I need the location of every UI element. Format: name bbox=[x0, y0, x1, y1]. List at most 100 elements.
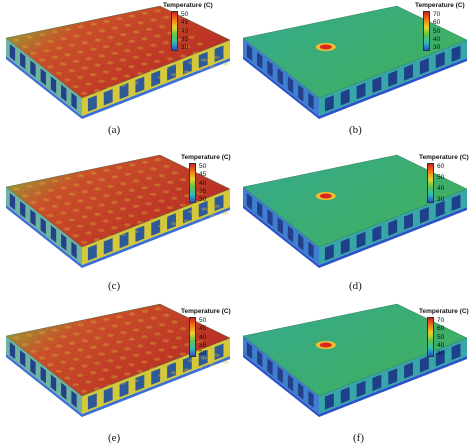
surface-spot-c bbox=[124, 172, 131, 176]
fin-gap-c bbox=[87, 244, 97, 261]
surface-spot-e bbox=[76, 373, 84, 377]
surface-spot-c bbox=[119, 207, 127, 211]
colorbar-e bbox=[189, 317, 196, 357]
surface-spot-e bbox=[77, 323, 85, 327]
fin-gap-left-d bbox=[257, 201, 263, 219]
surface-spot-a bbox=[115, 42, 123, 46]
surface-spot-e bbox=[13, 336, 20, 340]
fin-gap-left-c bbox=[9, 193, 16, 211]
heat-sink-plot-a bbox=[5, 5, 231, 119]
fin-gap-left-f bbox=[246, 342, 253, 360]
surface-spot-a bbox=[72, 85, 80, 89]
surface-spot-e bbox=[128, 337, 135, 341]
caption-a: (a) bbox=[108, 124, 121, 136]
legend-tick-e-3: 35 bbox=[199, 341, 207, 349]
fin-gap-c bbox=[103, 237, 113, 255]
surface-spot-a bbox=[64, 78, 71, 82]
surface-spot-e bbox=[34, 340, 42, 344]
colorbar-a bbox=[171, 11, 178, 51]
surface-spot-a bbox=[102, 70, 110, 74]
fin-gap-left-c bbox=[40, 217, 46, 235]
surface-spot-e bbox=[196, 340, 204, 344]
surface-spot-c bbox=[115, 191, 123, 195]
fin-gap-b bbox=[419, 57, 429, 75]
surface-spot-c bbox=[222, 211, 229, 215]
legend-tick-e-0: 50 bbox=[199, 317, 207, 324]
fin-gap-left-e bbox=[50, 374, 57, 392]
surface-spot-a bbox=[192, 51, 199, 55]
surface-spot-a bbox=[132, 55, 140, 59]
surface-spot-a bbox=[115, 67, 122, 71]
surface-spot-a bbox=[51, 30, 59, 34]
colorbar-b bbox=[423, 11, 430, 51]
surface-spot-e bbox=[153, 357, 161, 361]
surface-spot-a bbox=[162, 41, 170, 45]
fin-gap-b bbox=[340, 88, 350, 106]
surface-spot-c bbox=[137, 170, 144, 174]
surface-spot-c bbox=[106, 235, 114, 239]
surface-spot-c bbox=[166, 206, 174, 210]
fin-gap-f bbox=[435, 349, 445, 367]
surface-spot-e bbox=[81, 389, 88, 393]
surface-spot-e bbox=[166, 355, 174, 359]
surface-spot-e bbox=[43, 347, 50, 351]
surface-spot-c bbox=[145, 227, 152, 231]
surface-spot-a bbox=[123, 74, 131, 78]
surface-spot-a bbox=[119, 58, 127, 62]
surface-spot-e bbox=[72, 357, 80, 361]
surface-spot-c bbox=[162, 190, 170, 194]
surface-spot-a bbox=[137, 21, 144, 25]
surface-spot-c bbox=[94, 187, 101, 191]
legend-tick-a-0: 50 bbox=[181, 11, 189, 18]
surface-spot-c bbox=[154, 158, 161, 162]
fin-gap-left-b bbox=[298, 84, 304, 102]
top-surface-d bbox=[242, 154, 468, 248]
surface-spot-a bbox=[149, 69, 156, 73]
surface-spot-a bbox=[200, 58, 208, 62]
fin-gap-f bbox=[404, 362, 413, 379]
surface-spot-e bbox=[77, 348, 84, 352]
surface-spot-a bbox=[103, 19, 110, 23]
surface-spot-e bbox=[123, 372, 131, 376]
fin-gap-d bbox=[435, 200, 445, 218]
surface-spot-c bbox=[102, 219, 110, 223]
surface-spot-c bbox=[171, 196, 178, 200]
legend-title-b: Temperature (C) bbox=[415, 2, 465, 9]
surface-spot-c bbox=[196, 191, 204, 195]
surface-spot-c bbox=[167, 180, 174, 184]
fin-gap-c bbox=[167, 213, 176, 230]
surface-spot-a bbox=[47, 39, 54, 43]
legend-tick-b-0: 70 bbox=[433, 11, 441, 18]
surface-spot-a bbox=[124, 23, 131, 27]
fin-gap-a bbox=[135, 76, 145, 94]
surface-spot-a bbox=[107, 61, 114, 65]
surface-spot-e bbox=[222, 360, 229, 364]
surface-spot-e bbox=[162, 364, 169, 368]
surface-spot-c bbox=[81, 240, 88, 244]
fin-gap-left-c bbox=[30, 209, 36, 227]
panel-a: Temperature (C) 50 45 40 35 30 (a) bbox=[0, 0, 237, 149]
surface-spot-a bbox=[38, 58, 46, 62]
surface-spot-e bbox=[162, 339, 170, 343]
surface-spot-e bbox=[111, 349, 118, 353]
legend-tick-f-2: 50 bbox=[437, 333, 445, 341]
surface-spot-a bbox=[196, 42, 204, 46]
surface-spot-c bbox=[150, 167, 157, 171]
surface-spot-c bbox=[162, 215, 169, 219]
surface-spot-a bbox=[128, 39, 135, 43]
legend-tick-f-4: 30 bbox=[437, 350, 445, 357]
surface-spot-c bbox=[86, 180, 93, 184]
surface-spot-c bbox=[145, 202, 152, 206]
surface-spot-a bbox=[34, 42, 42, 46]
surface-spot-a bbox=[94, 38, 101, 42]
surface-spot-c bbox=[153, 208, 161, 212]
caption-c: (c) bbox=[108, 280, 121, 292]
surface-spot-c bbox=[26, 184, 33, 188]
surface-spot-c bbox=[38, 207, 46, 211]
fin-gap-e bbox=[103, 386, 113, 404]
surface-spot-e bbox=[158, 373, 165, 377]
surface-spot-e bbox=[163, 313, 170, 317]
surface-spot-c bbox=[154, 183, 161, 187]
surface-spot-c bbox=[43, 198, 50, 202]
surface-spot-e bbox=[145, 351, 152, 355]
